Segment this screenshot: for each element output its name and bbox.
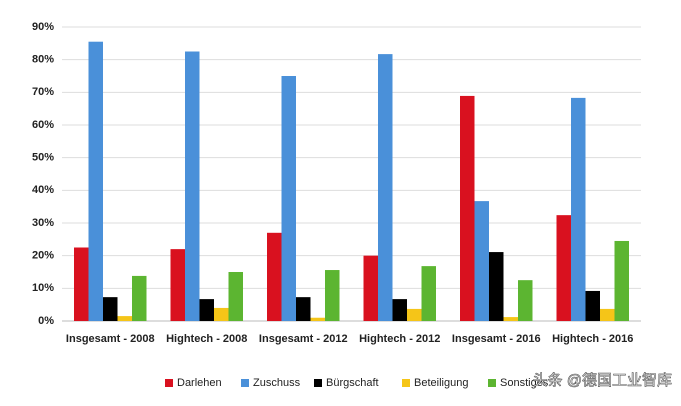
bar bbox=[74, 247, 89, 321]
bar bbox=[88, 41, 103, 321]
x-tick-label: Insgesamt - 2016 bbox=[452, 333, 541, 345]
legend-label: Sonstiges bbox=[500, 377, 549, 389]
bar bbox=[214, 307, 229, 321]
y-tick-label: 70% bbox=[32, 86, 54, 98]
bar bbox=[489, 252, 504, 321]
bar bbox=[460, 95, 475, 321]
bar bbox=[310, 317, 325, 321]
y-tick-label: 90% bbox=[32, 21, 54, 33]
x-tick-label: Hightech - 2008 bbox=[166, 333, 247, 345]
legend-label: Beteiligung bbox=[414, 377, 468, 389]
y-tick-label: 40% bbox=[32, 184, 54, 196]
bar bbox=[170, 249, 185, 321]
bar bbox=[228, 272, 243, 321]
bar bbox=[199, 299, 214, 321]
x-tick-label: Insgesamt - 2012 bbox=[259, 333, 348, 345]
y-tick-label: 80% bbox=[32, 54, 54, 66]
legend-swatch bbox=[488, 379, 496, 387]
legend-swatch bbox=[241, 379, 249, 387]
x-tick-label: Hightech - 2012 bbox=[359, 333, 440, 345]
bar bbox=[378, 54, 393, 321]
bar bbox=[600, 308, 615, 321]
bar bbox=[407, 308, 422, 321]
y-tick-label: 0% bbox=[38, 315, 54, 327]
y-tick-label: 10% bbox=[32, 282, 54, 294]
bar bbox=[325, 270, 340, 321]
y-tick-label: 50% bbox=[32, 152, 54, 164]
bar bbox=[132, 275, 147, 321]
legend-label: Bürgschaft bbox=[326, 377, 379, 389]
bar bbox=[392, 299, 407, 321]
y-tick-label: 30% bbox=[32, 217, 54, 229]
legend-swatch bbox=[165, 379, 173, 387]
bar bbox=[571, 97, 586, 322]
bar bbox=[117, 316, 132, 321]
legend-swatch bbox=[314, 379, 322, 387]
bar bbox=[103, 297, 118, 321]
y-tick-label: 20% bbox=[32, 250, 54, 262]
bar bbox=[474, 201, 489, 321]
watermark: 头条 @德国工业智库 bbox=[533, 371, 672, 389]
bar bbox=[585, 290, 600, 321]
legend-label: Zuschuss bbox=[253, 377, 301, 389]
bar bbox=[267, 232, 282, 321]
bar bbox=[503, 317, 518, 321]
y-tick-label: 60% bbox=[32, 119, 54, 131]
bar bbox=[296, 297, 311, 321]
bar bbox=[614, 240, 629, 321]
legend-label: Darlehen bbox=[177, 377, 222, 389]
x-tick-label: Hightech - 2016 bbox=[552, 333, 633, 345]
bar bbox=[281, 76, 296, 321]
bar bbox=[556, 215, 571, 321]
bar bbox=[421, 266, 436, 321]
x-tick-label: Insgesamt - 2008 bbox=[66, 333, 155, 345]
legend-swatch bbox=[402, 379, 410, 387]
bar bbox=[185, 51, 200, 321]
bar bbox=[363, 255, 378, 321]
bar bbox=[518, 280, 533, 321]
